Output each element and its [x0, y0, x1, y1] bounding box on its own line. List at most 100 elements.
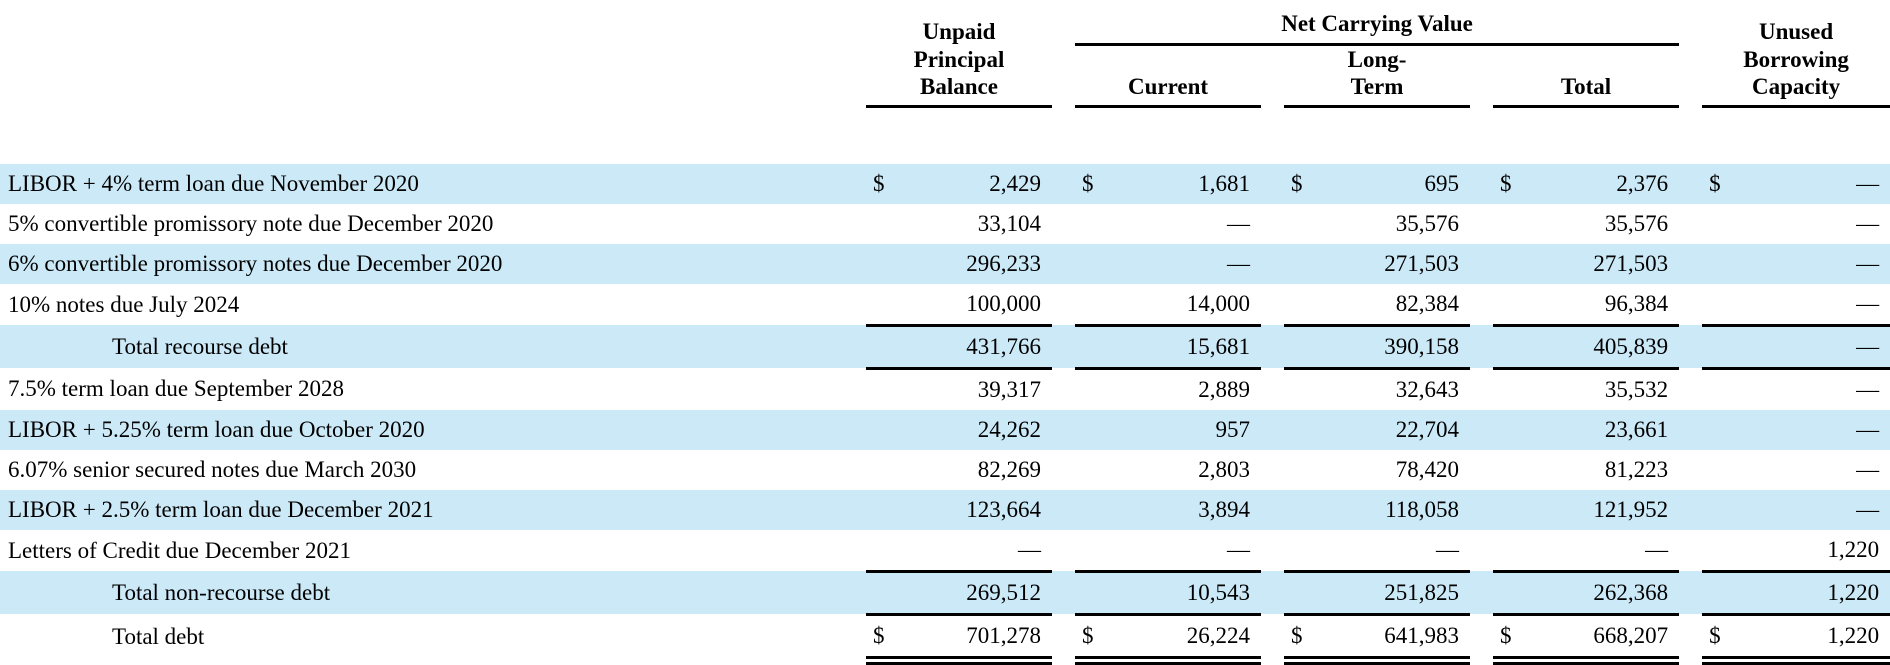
dollar-sign [1284, 530, 1322, 572]
cell-unpaid-principal-balance: 296,233 [904, 243, 1053, 284]
row-label: 6.07% senior secured notes due March 203… [8, 456, 417, 482]
cell-unused-borrowing-capacity: — [1856, 290, 1880, 316]
cell-long-term: 641,983 [1322, 614, 1471, 665]
dollar-sign [1702, 243, 1741, 284]
cell-long-term: 32,643 [1395, 376, 1460, 402]
cell-current: — [1227, 536, 1251, 562]
table-row: LIBOR + 5.25% term loan due October 2020… [0, 409, 1890, 450]
dollar-sign [1284, 569, 1323, 616]
cell-current: 14,000 [1186, 290, 1251, 316]
dollar-sign [1075, 243, 1114, 284]
cell-long-term: 82,384 [1395, 290, 1460, 316]
cell-unpaid-principal-balance: 123,664 [904, 489, 1053, 530]
column-gap [1052, 530, 1075, 572]
dollar-sign [866, 323, 904, 370]
cell-long-term: — [1436, 536, 1460, 562]
cell-unused-borrowing-capacity: 1,220 [1827, 536, 1880, 562]
column-gap [1261, 325, 1285, 369]
column-gap [1052, 489, 1076, 530]
dollar-sign [1075, 323, 1114, 370]
col-header-unpaid-principal-balance: Unpaid Principal Balance [866, 0, 1053, 108]
col-group-header-net-carrying-value: Net Carrying Value [1075, 0, 1680, 46]
cell-unused-borrowing-capacity: 1,220 [1740, 569, 1890, 616]
column-gap [1261, 243, 1285, 284]
dollar-sign [1075, 284, 1113, 326]
cell-long-term: 251,825 [1322, 569, 1471, 616]
column-gap [1052, 325, 1076, 369]
cell-unused-borrowing-capacity: — [1856, 210, 1880, 236]
cell-long-term: 390,158 [1322, 323, 1471, 370]
cell-total: 121,952 [1531, 489, 1680, 530]
dollar-sign: $ [1702, 614, 1741, 665]
column-gap [1470, 284, 1493, 326]
dollar-sign [1284, 489, 1323, 530]
column-gap [1261, 530, 1284, 572]
dollar-sign [1702, 450, 1740, 490]
table-row: 7.5% term loan due September 2028 39,317… [0, 368, 1890, 410]
dollar-sign [1493, 204, 1531, 244]
table-row: Total recourse debt 431,766 15,681 390,1… [0, 323, 1890, 370]
row-label: 7.5% term loan due September 2028 [8, 376, 344, 401]
cell-total: — [1645, 536, 1669, 562]
cell-unused-borrowing-capacity: — [1740, 409, 1890, 450]
table-row: Total debt $ 701,278 $ 26,224 $ 641,983 … [0, 614, 1890, 665]
dollar-sign [1284, 243, 1323, 284]
cell-unused-borrowing-capacity: — [1740, 243, 1890, 284]
cell-long-term: 78,420 [1395, 456, 1460, 482]
cell-long-term: 271,503 [1322, 243, 1471, 284]
dollar-sign: $ [1493, 614, 1532, 665]
column-gap [1470, 44, 1493, 106]
dollar-sign: $ [1493, 163, 1532, 204]
column-gap [1261, 368, 1284, 410]
dollar-sign: $ [1075, 614, 1114, 665]
cell-unused-borrowing-capacity: — [1740, 489, 1890, 530]
column-gap [1052, 368, 1075, 410]
column-gap [1261, 614, 1284, 660]
dollar-sign: $ [1284, 614, 1323, 665]
dollar-sign [1493, 530, 1531, 572]
cell-current: — [1227, 210, 1251, 236]
dollar-sign [1075, 204, 1113, 244]
column-gap [1470, 243, 1494, 284]
dollar-sign [1284, 323, 1323, 370]
column-gap [1470, 571, 1494, 615]
table-row: LIBOR + 2.5% term loan due December 2021… [0, 489, 1890, 530]
column-gap [1052, 450, 1075, 490]
dollar-sign [866, 530, 904, 572]
cell-total: 35,576 [1604, 210, 1669, 236]
cell-current: 15,681 [1113, 323, 1262, 370]
cell-current: 957 [1113, 409, 1262, 450]
row-label: LIBOR + 5.25% term loan due October 2020 [0, 409, 866, 450]
cell-total: 23,661 [1531, 409, 1680, 450]
column-gap [1052, 409, 1076, 450]
column-gap [1470, 450, 1493, 490]
cell-current: 2,889 [1198, 376, 1251, 402]
column-gap [1470, 489, 1494, 530]
dollar-sign [866, 569, 904, 616]
column-gap [1679, 409, 1703, 450]
cell-unpaid-principal-balance: 269,512 [904, 569, 1053, 616]
column-gap [1679, 450, 1702, 490]
table-header: Unpaid Principal Balance Net Carrying Va… [0, 0, 1890, 108]
dollar-sign [1075, 450, 1113, 490]
cell-unpaid-principal-balance: — [1018, 536, 1042, 562]
dollar-sign [1493, 489, 1532, 530]
row-label: 10% notes due July 2024 [8, 291, 240, 317]
row-label: LIBOR + 4% term loan due November 2020 [0, 163, 866, 204]
cell-total: 2,376 [1531, 163, 1680, 204]
dollar-sign [1702, 569, 1741, 616]
dollar-sign [1702, 323, 1741, 370]
dollar-sign [866, 489, 904, 530]
column-gap [1470, 530, 1493, 572]
cell-total: 35,532 [1604, 376, 1669, 402]
dollar-sign: $ [1284, 163, 1323, 204]
column-gap [1261, 44, 1284, 106]
column-gap [1679, 325, 1703, 369]
label-column-header [0, 0, 866, 106]
column-gap [1261, 450, 1284, 490]
cell-unpaid-principal-balance: 100,000 [966, 290, 1042, 316]
cell-unused-borrowing-capacity: 1,220 [1740, 614, 1890, 665]
cell-long-term: 695 [1322, 163, 1471, 204]
dollar-sign [1702, 368, 1740, 410]
cell-unused-borrowing-capacity: — [1740, 323, 1890, 370]
